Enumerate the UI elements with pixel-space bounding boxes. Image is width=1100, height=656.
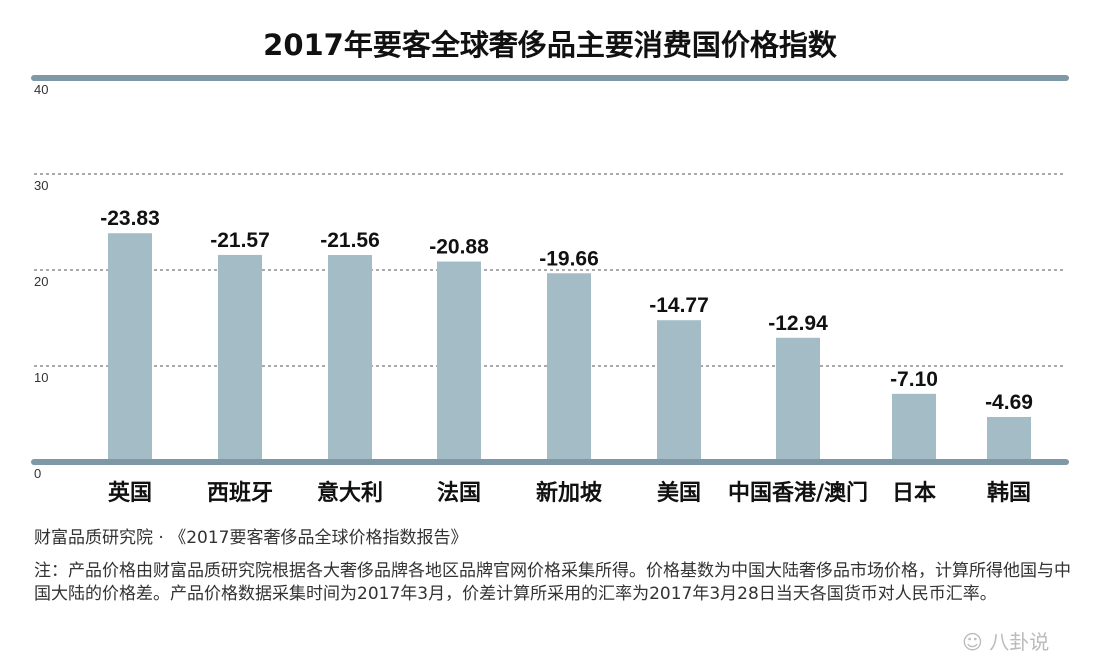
bar-chart: 0 10 20 30 40 -23.83 英国 -21.57 西班牙 -21.56 意大利 -20.8… xyxy=(31,75,1069,506)
y-tick-label: 20 xyxy=(34,274,48,289)
category-label: 法国 xyxy=(437,481,481,506)
bar xyxy=(437,261,481,462)
data-label: -23.83 xyxy=(100,207,160,230)
data-label: -12.94 xyxy=(768,312,828,335)
data-label: -7.10 xyxy=(890,368,938,391)
bar xyxy=(987,416,1031,462)
y-tick-label: 10 xyxy=(34,370,48,385)
bar xyxy=(776,337,820,462)
bar xyxy=(547,273,591,462)
bar xyxy=(328,255,372,462)
category-label: 韩国 xyxy=(987,480,1031,506)
bar xyxy=(108,233,152,462)
y-tick-label: 40 xyxy=(34,82,48,97)
data-label: -19.66 xyxy=(539,247,599,270)
category-label: 英国 xyxy=(108,481,152,506)
category-label: 美国 xyxy=(657,480,701,506)
category-label: 意大利 xyxy=(317,480,383,506)
category-label: 日本 xyxy=(892,481,936,506)
data-label: -20.88 xyxy=(429,236,489,259)
category-label: 中国香港/澳门 xyxy=(728,480,868,506)
data-label: -21.56 xyxy=(320,229,380,252)
watermark-text: 八卦说 xyxy=(989,630,1050,654)
chart-title: 2017年要客全球奢侈品主要消费国价格指数 xyxy=(263,28,837,62)
bar xyxy=(892,393,936,462)
data-label: -21.57 xyxy=(210,229,270,252)
watermark-logo: ☺ 八卦说 xyxy=(962,630,1050,654)
data-label: -4.69 xyxy=(985,391,1033,414)
source-text: 财富品质研究院 · 《2017要客奢侈品全球价格指数报告》 xyxy=(34,528,468,548)
note-text: 注：产品价格由财富品质研究院根据各大奢侈品牌各地区品牌官网价格采集所得。价格基数… xyxy=(34,561,1071,604)
data-label: -14.77 xyxy=(649,294,709,317)
y-tick-label: 30 xyxy=(34,178,48,193)
bar xyxy=(657,320,701,462)
category-label: 新加坡 xyxy=(536,480,602,506)
bar xyxy=(218,254,262,462)
category-label: 西班牙 xyxy=(207,481,273,506)
y-tick-label: 0 xyxy=(34,466,41,481)
